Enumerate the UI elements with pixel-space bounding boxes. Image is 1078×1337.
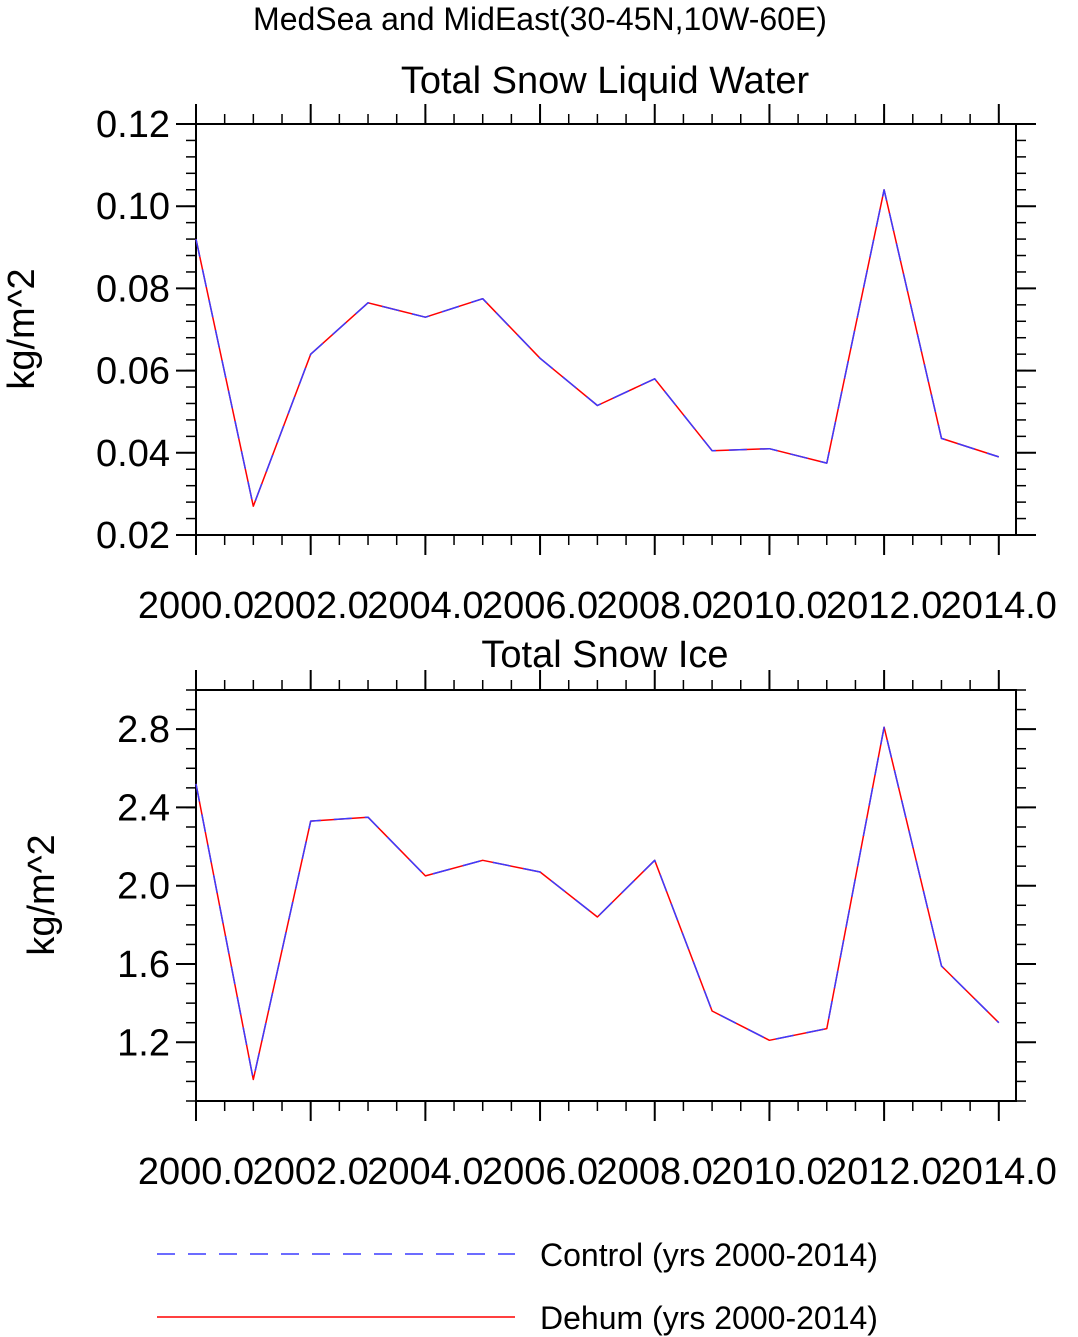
x-tick-label: 2002.0 — [253, 1151, 369, 1193]
series-line-dehum — [195, 189, 1000, 507]
chart-title: Total Snow Liquid Water — [401, 60, 810, 102]
x-tick-label: 2006.0 — [482, 585, 598, 627]
y-tick-label: 2.0 — [117, 866, 170, 908]
x-tick-label: 2012.0 — [826, 585, 942, 627]
plot-frame — [195, 689, 1017, 1102]
x-tick-label: 2000.0 — [138, 585, 254, 627]
y-tick-label: 0.12 — [96, 104, 170, 146]
x-tick-label: 2004.0 — [367, 1151, 483, 1193]
x-tick-label: 2000.0 — [138, 1151, 254, 1193]
legend-label-dehum: Dehum (yrs 2000-2014) — [540, 1300, 878, 1336]
x-tick-label: 2002.0 — [253, 585, 369, 627]
y-tick-label: 0.08 — [96, 268, 170, 310]
y-tick-label: 0.02 — [96, 515, 170, 557]
legend: Control (yrs 2000-2014) Dehum (yrs 2000-… — [157, 1237, 878, 1336]
chart-panel-snow-ice: Total Snow Ice kg/m^2 1.2 1.6 2.0 2.4 2.8 200… — [21, 634, 1057, 1193]
chart-panel-snow-liquid-water: Total Snow Liquid Water kg/m^2 0.02 0.04 0… — [1, 60, 1057, 627]
y-axis-label: kg/m^2 — [21, 834, 63, 955]
y-tick-label: 0.06 — [96, 351, 170, 393]
x-tick-label: 2010.0 — [711, 585, 827, 627]
y-tick-label: 2.4 — [117, 787, 170, 829]
y-tick-label: 1.2 — [117, 1022, 170, 1064]
x-tick-label: 2006.0 — [482, 1151, 598, 1193]
x-tick-label: 2012.0 — [826, 1151, 942, 1193]
y-tick-label: 2.8 — [117, 709, 170, 751]
y-tick-label: 0.10 — [96, 186, 170, 228]
x-tick-label: 2004.0 — [367, 585, 483, 627]
x-tick-label: 2014.0 — [941, 585, 1057, 627]
x-tick-label: 2008.0 — [597, 1151, 713, 1193]
series-line-control — [195, 726, 1000, 1081]
plot-frame — [195, 123, 1017, 536]
x-tick-label: 2014.0 — [941, 1151, 1057, 1193]
y-axis-label: kg/m^2 — [1, 268, 43, 389]
x-tick-label: 2010.0 — [711, 1151, 827, 1193]
y-tick-label: 1.6 — [117, 944, 170, 986]
series-line-dehum — [195, 726, 1000, 1081]
figure-title: MedSea and MidEast(30-45N,10W-60E) — [253, 1, 827, 37]
x-tick-label: 2008.0 — [597, 585, 713, 627]
chart-title: Total Snow Ice — [481, 634, 728, 676]
y-tick-label: 0.04 — [96, 433, 170, 475]
series-line-control — [195, 189, 1000, 507]
legend-label-control: Control (yrs 2000-2014) — [540, 1237, 878, 1273]
